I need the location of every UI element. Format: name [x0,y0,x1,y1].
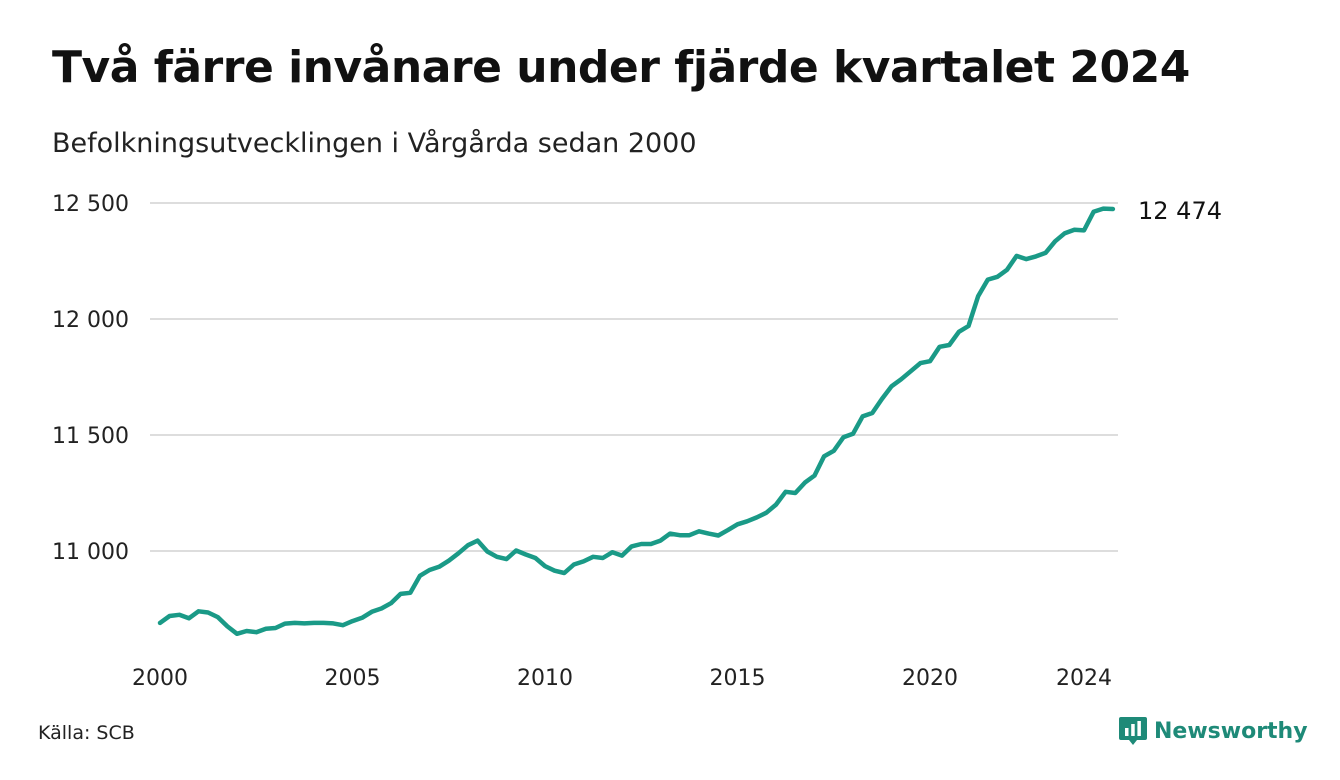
data-labels: 12 474 [1138,197,1222,225]
brand-logo[interactable]: Newsworthy [1118,714,1308,748]
y-tick-label: 12 000 [52,308,129,333]
x-tick-label: 2010 [517,666,573,691]
source-note: Källa: SCB [38,722,135,744]
series-group [157,206,1116,637]
x-axis-tick-labels: 2000 2005 2010 2015 2020 2024 [132,666,1112,691]
x-tick-label: 2005 [325,666,381,691]
y-tick-label: 12 500 [52,192,129,217]
population-line [157,206,1116,637]
x-tick-label: 2020 [902,666,958,691]
end-value-label: 12 474 [1138,197,1222,225]
y-tick-label: 11 500 [52,424,129,449]
brand-name: Newsworthy [1154,718,1308,744]
gridlines [150,202,1118,552]
x-tick-label: 2024 [1056,666,1112,691]
chart-title: Två färre invånare under fjärde kvartale… [52,42,1190,93]
x-tick-label: 2015 [710,666,766,691]
y-tick-label: 11 000 [52,540,129,565]
chart-subtitle: Befolkningsutvecklingen i Vårgårda sedan… [52,128,697,159]
x-tick-label: 2000 [132,666,188,691]
newsworthy-logo-icon [1119,717,1147,745]
y-axis-tick-labels: 11 000 11 500 12 000 12 500 [52,192,129,565]
